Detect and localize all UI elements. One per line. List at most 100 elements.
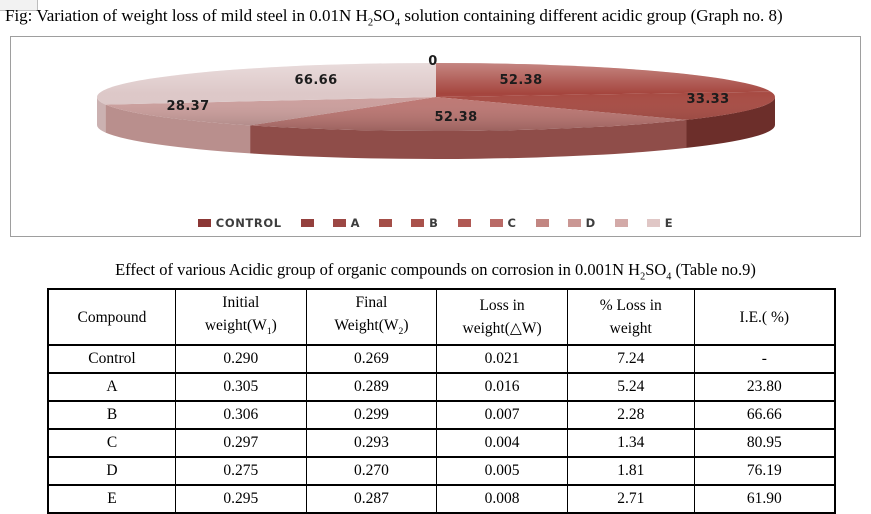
table-cell: 7.24 <box>566 344 695 375</box>
legend-item <box>535 219 549 227</box>
table-caption-text: SO <box>645 260 667 279</box>
pie-slice <box>105 104 251 154</box>
table-cell: 0.008 <box>436 484 568 514</box>
legend-item: D <box>567 216 596 230</box>
table-cell: 0.306 <box>174 400 307 431</box>
corrosion-data-table: Compound Initial weight(W1) Final Weight(W2)… <box>47 287 836 514</box>
legend-swatch-icon <box>197 219 211 227</box>
pie-data-label: 52.38 <box>434 110 477 125</box>
pie-slice <box>97 97 106 133</box>
table-row: D 0.275 0.270 0.005 1.81 76.19 <box>47 456 836 487</box>
table-cell: 0.005 <box>436 456 568 487</box>
table-cell: A <box>47 372 176 403</box>
legend-swatch-icon <box>646 219 660 227</box>
legend-swatch-icon <box>379 219 393 227</box>
table-cell: 2.28 <box>566 400 695 431</box>
legend-swatch-icon <box>489 219 503 227</box>
table-cell: Control <box>47 344 176 375</box>
table-cell: 0.021 <box>436 344 568 375</box>
table-row: C 0.297 0.293 0.004 1.34 80.95 <box>47 428 836 459</box>
legend-item: E <box>646 216 674 230</box>
pie-top-shading <box>97 63 775 131</box>
column-header: Compound <box>47 287 176 347</box>
legend-item <box>300 219 314 227</box>
legend-item <box>457 219 471 227</box>
pie-data-label: 28.37 <box>166 99 209 114</box>
figure-title-text: solution containing different acidic gro… <box>400 6 783 25</box>
subscript: 2 <box>640 271 646 283</box>
table-cell: 0.297 <box>174 428 307 459</box>
legend-item: C <box>489 216 517 230</box>
chart-area: 0 52.38 33.33 52.38 28.37 66.66 CONTROL A B C D E <box>10 36 861 237</box>
legend-swatch-icon <box>614 219 628 227</box>
table-cell: 0.004 <box>436 428 568 459</box>
legend-item <box>379 219 393 227</box>
pie-data-label: 33.33 <box>686 92 729 107</box>
table-cell: 0.289 <box>305 372 438 403</box>
column-header: Initial weight(W1) <box>174 287 307 347</box>
table-cell: 0.275 <box>174 456 307 487</box>
column-header: Loss in weight(△W) <box>436 287 568 347</box>
table-cell: 0.305 <box>174 372 307 403</box>
figure-title-text: Fig: Variation of weight loss of mild st… <box>5 6 368 25</box>
table-header-row: Compound Initial weight(W1) Final Weight(W2)… <box>47 287 836 347</box>
column-header: I.E.( %) <box>693 287 836 347</box>
legend-item <box>614 219 628 227</box>
subscript: 4 <box>666 271 672 283</box>
figure-title-text: SO <box>373 6 395 25</box>
pie-data-label: 52.38 <box>499 73 542 88</box>
table-cell: 0.299 <box>305 400 438 431</box>
column-header: % Loss in weight <box>566 287 695 347</box>
table-cell: 0.290 <box>174 344 307 375</box>
legend-swatch-icon <box>332 219 346 227</box>
table-cell: C <box>47 428 176 459</box>
pie-chart: 0 52.38 33.33 52.38 28.37 66.66 <box>97 54 775 159</box>
table-cell: 0.270 <box>305 456 438 487</box>
table-cell: 1.81 <box>566 456 695 487</box>
table-row: A 0.305 0.289 0.016 5.24 23.80 <box>47 372 836 403</box>
legend-label: E <box>664 216 674 230</box>
chart-legend: CONTROL A B C D E <box>11 215 860 231</box>
table-cell: 80.95 <box>693 428 836 459</box>
table-caption-text: Effect of various Acidic group of organi… <box>115 260 641 279</box>
legend-item: CONTROL <box>197 216 282 230</box>
table-row: E 0.295 0.287 0.008 2.71 61.90 <box>47 484 836 514</box>
table-caption-text: (Table no.9) <box>671 260 756 279</box>
legend-label: CONTROL <box>215 216 282 230</box>
table-row: Control 0.290 0.269 0.021 7.24- <box>47 344 836 375</box>
pie-data-label: 66.66 <box>294 73 337 88</box>
figure-title: Fig: Variation of weight loss of mild st… <box>5 5 867 34</box>
table-cell: 23.80 <box>693 372 836 403</box>
table-caption: Effect of various Acidic group of organi… <box>0 259 871 287</box>
table-cell: 0.007 <box>436 400 568 431</box>
pie-data-label: 0 <box>428 54 437 69</box>
table-cell: B <box>47 400 176 431</box>
table-cell: - <box>693 344 836 375</box>
page-corner-fragment <box>0 0 38 11</box>
table-cell: 1.34 <box>566 428 695 459</box>
pie-slice <box>686 97 775 148</box>
legend-item: B <box>411 216 438 230</box>
legend-swatch-icon <box>535 219 549 227</box>
pie-slice <box>250 119 687 159</box>
legend-label: B <box>429 216 439 230</box>
table-row: B 0.306 0.299 0.007 2.28 66.66 <box>47 400 836 431</box>
legend-swatch-icon <box>300 219 314 227</box>
column-header: Final Weight(W2) <box>305 287 438 347</box>
table-cell: 61.90 <box>693 484 836 514</box>
table-cell: 2.71 <box>566 484 695 514</box>
table-cell: 0.293 <box>305 428 438 459</box>
legend-item: A <box>332 216 361 230</box>
table-cell: 0.295 <box>174 484 307 514</box>
table-cell: E <box>47 484 176 514</box>
legend-label: A <box>350 216 361 230</box>
legend-swatch-icon <box>567 219 581 227</box>
legend-swatch-icon <box>411 219 425 227</box>
subscript: 2 <box>367 17 374 29</box>
subscript: 4 <box>394 17 401 29</box>
table-cell: 0.269 <box>305 344 438 375</box>
legend-label: D <box>585 216 596 230</box>
legend-swatch-icon <box>457 219 471 227</box>
table-cell: D <box>47 456 176 487</box>
